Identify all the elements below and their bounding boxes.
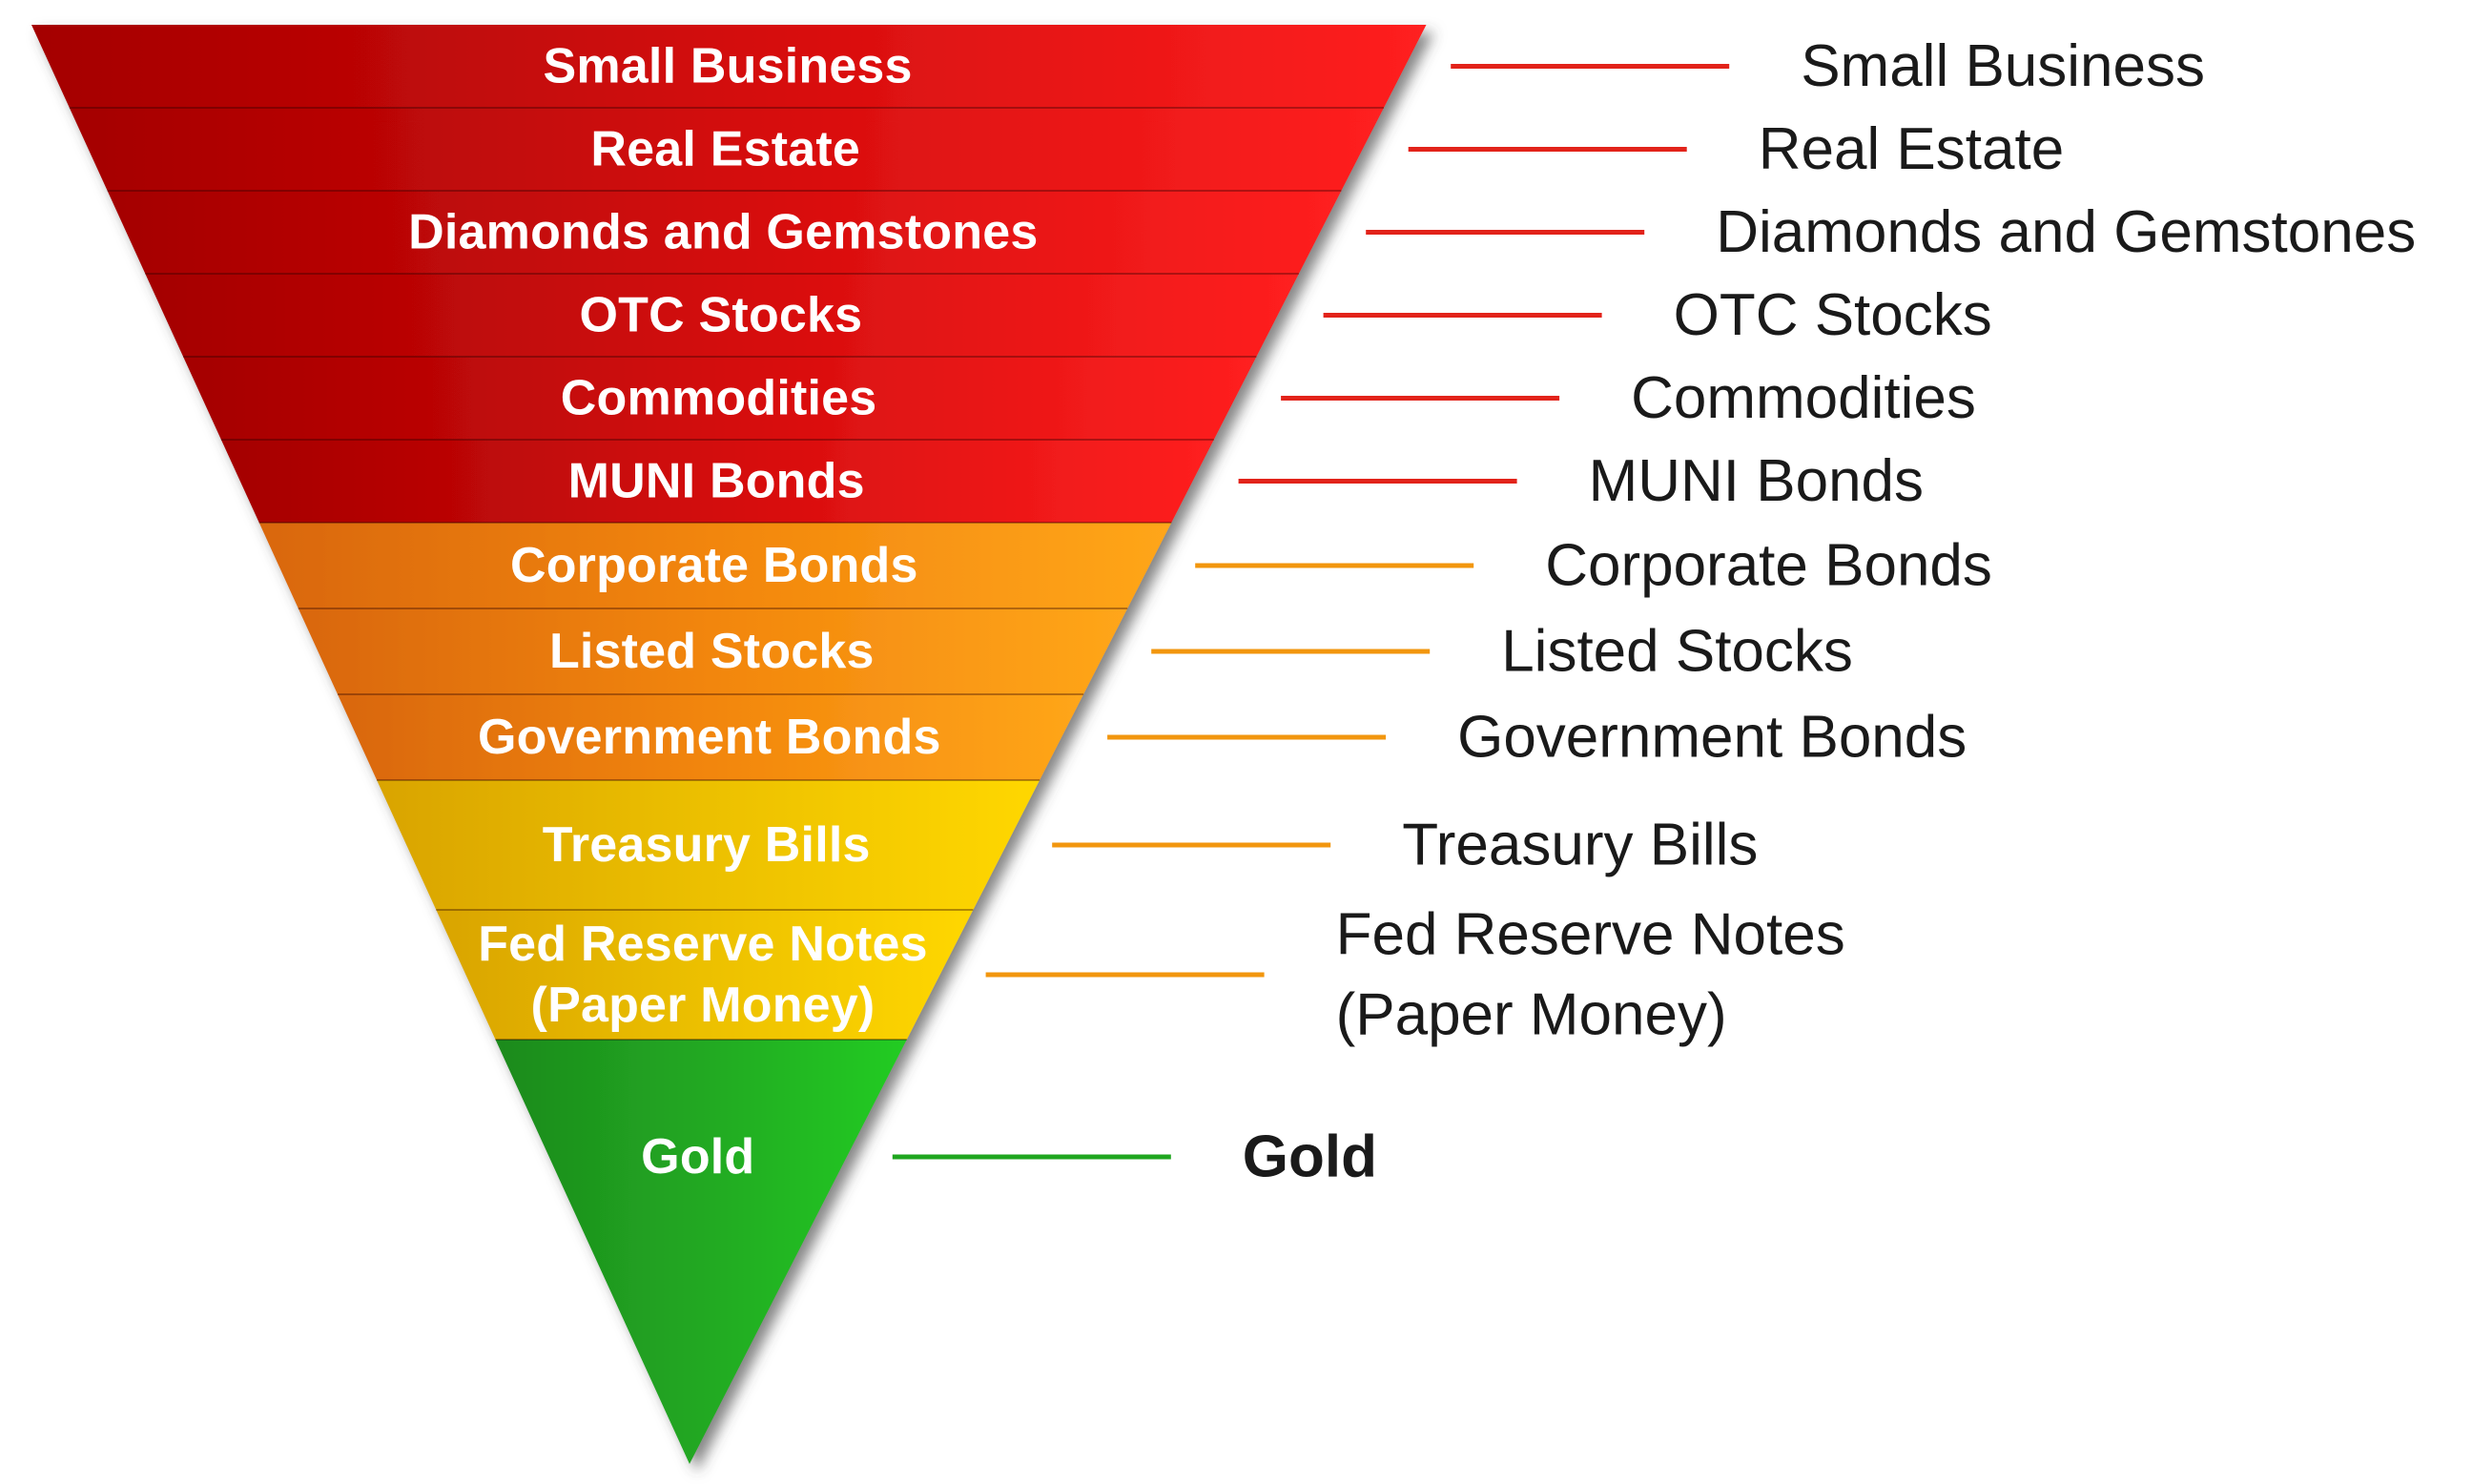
svg-text:Government Bonds: Government Bonds	[478, 710, 941, 765]
svg-text:Diamonds and Gemstones: Diamonds and Gemstones	[408, 205, 1038, 260]
svg-text:Gold: Gold	[1243, 1124, 1377, 1190]
svg-text:Listed Stocks: Listed Stocks	[549, 624, 875, 679]
svg-text:Listed Stocks: Listed Stocks	[1501, 619, 1853, 685]
svg-text:OTC Stocks: OTC Stocks	[580, 288, 863, 343]
svg-text:Corporate Bonds: Corporate Bonds	[1545, 533, 1992, 599]
svg-text:(Paper Money): (Paper Money)	[531, 978, 876, 1033]
svg-text:Real Estate: Real Estate	[1759, 116, 2065, 182]
svg-text:Diamonds and Gemstones: Diamonds and Gemstones	[1716, 199, 2416, 265]
svg-text:Treasury Bills: Treasury Bills	[1402, 813, 1758, 878]
svg-text:Gold: Gold	[641, 1129, 754, 1185]
svg-text:Commodities: Commodities	[561, 371, 877, 426]
svg-text:Small Business: Small Business	[543, 39, 912, 94]
svg-text:Fed Reserve Notes: Fed Reserve Notes	[1336, 902, 1845, 968]
svg-text:(Paper Money): (Paper Money)	[1336, 982, 1727, 1048]
svg-text:Government Bonds: Government Bonds	[1457, 705, 1967, 771]
svg-text:Small Business: Small Business	[1801, 33, 2205, 99]
svg-text:Treasury Bills: Treasury Bills	[543, 817, 871, 873]
svg-text:MUNI Bonds: MUNI Bonds	[568, 454, 865, 509]
svg-text:Corporate Bonds: Corporate Bonds	[510, 538, 918, 593]
svg-text:Commodities: Commodities	[1631, 365, 1976, 431]
svg-text:Fed Reserve Notes: Fed Reserve Notes	[478, 917, 928, 972]
svg-text:OTC Stocks: OTC Stocks	[1674, 282, 1992, 348]
svg-text:MUNI Bonds: MUNI Bonds	[1589, 448, 1924, 514]
svg-text:Real Estate: Real Estate	[590, 122, 860, 177]
